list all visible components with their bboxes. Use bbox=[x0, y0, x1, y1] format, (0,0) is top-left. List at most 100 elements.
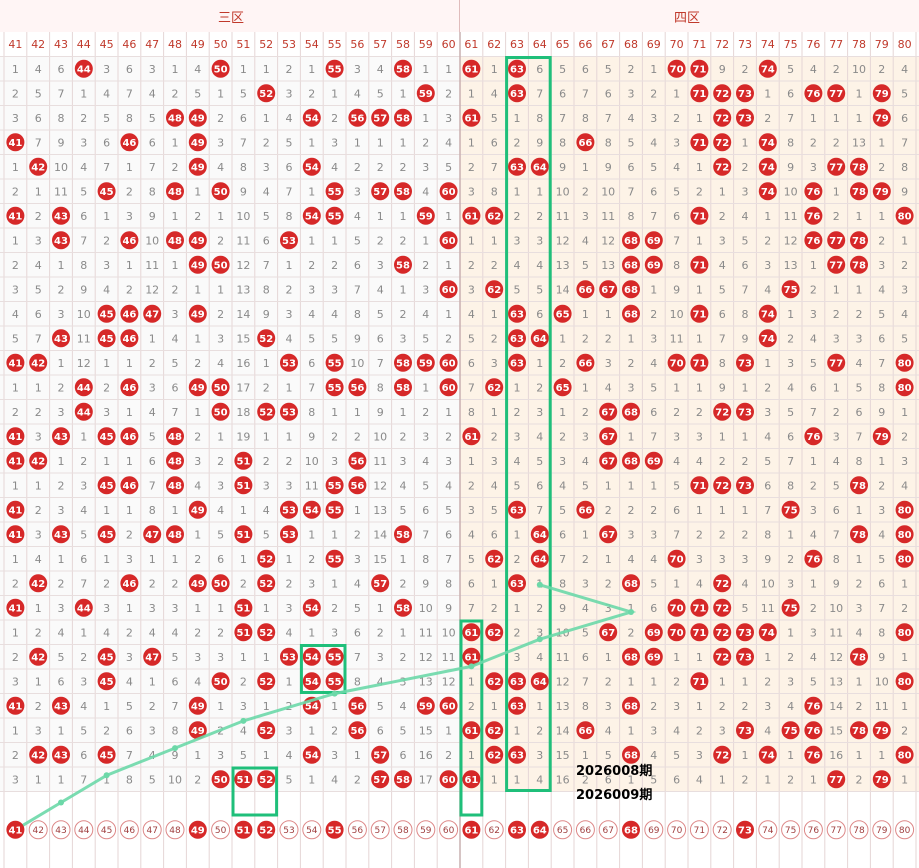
miss-count: 4 bbox=[582, 234, 589, 247]
draw-ball-55 bbox=[325, 549, 344, 568]
miss-count: 1 bbox=[468, 455, 475, 468]
miss-count: 1 bbox=[377, 136, 384, 149]
miss-count: 8 bbox=[354, 675, 361, 688]
miss-count: 3 bbox=[650, 724, 657, 737]
draw-ball-73 bbox=[736, 84, 754, 103]
draw-ball-number: 78 bbox=[852, 162, 866, 173]
miss-count: 1 bbox=[194, 528, 201, 541]
miss-count: 1 bbox=[400, 87, 407, 100]
miss-count: 19 bbox=[236, 430, 250, 443]
draw-ball-45 bbox=[97, 329, 116, 348]
draw-ball-number: 66 bbox=[578, 505, 592, 516]
selection-slot-69 bbox=[644, 820, 664, 840]
draw-ball-44 bbox=[74, 59, 93, 78]
miss-count: 7 bbox=[559, 553, 566, 566]
miss-count: 1 bbox=[35, 773, 42, 786]
draw-ball-number: 78 bbox=[852, 652, 866, 663]
miss-count: 3 bbox=[878, 259, 885, 272]
miss-count: 2 bbox=[559, 357, 566, 370]
miss-count: 2 bbox=[833, 406, 840, 419]
draw-ball-51 bbox=[234, 525, 253, 544]
column-header-64: 64 bbox=[533, 38, 547, 51]
miss-count: 1 bbox=[126, 455, 133, 468]
miss-count: 3 bbox=[58, 406, 65, 419]
miss-count: 7 bbox=[673, 234, 680, 247]
miss-count: 5 bbox=[80, 528, 87, 541]
miss-count: 4 bbox=[764, 724, 771, 737]
draw-ball-53 bbox=[280, 647, 298, 666]
miss-count: 8 bbox=[764, 528, 771, 541]
draw-ball-number: 55 bbox=[328, 481, 342, 492]
draw-ball-number: 58 bbox=[396, 260, 410, 271]
miss-count: 1 bbox=[263, 112, 270, 125]
selection-slot-74 bbox=[758, 820, 778, 840]
miss-count: 3 bbox=[536, 406, 543, 419]
draw-ball-74 bbox=[758, 745, 777, 764]
miss-count: 6 bbox=[80, 749, 87, 762]
draw-ball-48 bbox=[166, 108, 184, 127]
draw-ball-number: 72 bbox=[715, 162, 729, 173]
miss-count: 2 bbox=[491, 602, 498, 615]
draw-ball-number: 49 bbox=[191, 260, 205, 271]
miss-count: 10 bbox=[852, 63, 866, 76]
miss-count: 2 bbox=[240, 577, 247, 590]
miss-count: 3 bbox=[491, 357, 498, 370]
miss-count: 2 bbox=[422, 136, 429, 149]
miss-count: 1 bbox=[217, 700, 224, 713]
miss-count: 2 bbox=[400, 577, 407, 590]
miss-count: 5 bbox=[491, 112, 498, 125]
miss-count: 3 bbox=[810, 626, 817, 639]
selection-ball-number: 52 bbox=[259, 825, 273, 836]
miss-count: 3 bbox=[468, 185, 475, 198]
miss-count: 2 bbox=[149, 700, 156, 713]
miss-count: 4 bbox=[126, 675, 133, 688]
draw-ball-68 bbox=[622, 574, 640, 593]
miss-count: 5 bbox=[400, 724, 407, 737]
miss-count: 7 bbox=[536, 504, 543, 517]
draw-ball-76 bbox=[804, 231, 823, 250]
draw-ball-71 bbox=[690, 133, 709, 152]
miss-count: 1 bbox=[377, 210, 384, 223]
miss-count: 1 bbox=[628, 724, 635, 737]
miss-count: 7 bbox=[650, 210, 657, 223]
draw-ball-77 bbox=[827, 231, 846, 250]
miss-count: 2 bbox=[901, 259, 908, 272]
selection-slot-71 bbox=[689, 820, 709, 840]
draw-ball-73 bbox=[736, 402, 754, 421]
draw-ball-70 bbox=[667, 353, 686, 372]
miss-count: 1 bbox=[582, 161, 589, 174]
draw-ball-59 bbox=[416, 696, 435, 715]
miss-count: 4 bbox=[286, 112, 293, 125]
draw-ball-63 bbox=[508, 745, 526, 764]
selection-slot-number: 74 bbox=[762, 826, 774, 836]
miss-count: 5 bbox=[354, 234, 361, 247]
column-header-47: 47 bbox=[145, 38, 159, 51]
miss-count: 1 bbox=[787, 308, 794, 321]
draw-ball-45 bbox=[97, 745, 116, 764]
draw-ball-number: 52 bbox=[259, 677, 273, 688]
draw-ball-61 bbox=[462, 206, 481, 225]
miss-count: 8 bbox=[445, 577, 452, 590]
miss-count: 1 bbox=[810, 455, 817, 468]
draw-ball-number: 73 bbox=[738, 407, 752, 418]
draw-ball-number: 78 bbox=[852, 726, 866, 737]
draw-ball-number: 78 bbox=[852, 236, 866, 247]
miss-count: 1 bbox=[194, 185, 201, 198]
draw-ball-number: 72 bbox=[715, 89, 729, 100]
miss-count: 8 bbox=[240, 161, 247, 174]
miss-count: 1 bbox=[856, 675, 863, 688]
draw-ball-number: 76 bbox=[806, 701, 820, 712]
miss-count: 1 bbox=[331, 234, 338, 247]
draw-ball-49 bbox=[188, 500, 207, 519]
draw-ball-number: 51 bbox=[236, 530, 250, 541]
draw-ball-number: 54 bbox=[305, 505, 319, 516]
draw-ball-55 bbox=[325, 206, 344, 225]
miss-count: 1 bbox=[605, 479, 612, 492]
miss-count: 8 bbox=[787, 479, 794, 492]
miss-count: 1 bbox=[217, 87, 224, 100]
draw-ball-60 bbox=[439, 770, 458, 789]
draw-ball-number: 67 bbox=[601, 530, 615, 541]
draw-ball-number: 70 bbox=[670, 603, 684, 614]
draw-ball-71 bbox=[690, 304, 709, 323]
miss-count: 4 bbox=[787, 381, 794, 394]
